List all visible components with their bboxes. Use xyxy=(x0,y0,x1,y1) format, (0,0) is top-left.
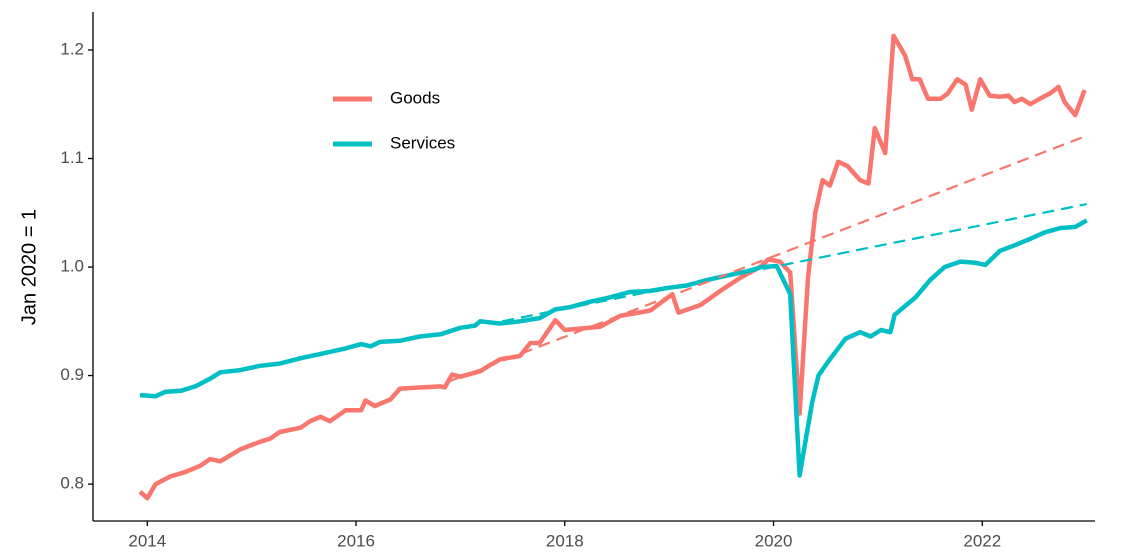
x-tick-label: 2014 xyxy=(128,531,166,550)
x-tick-label: 2020 xyxy=(755,531,793,550)
y-tick-label: 1.2 xyxy=(60,39,84,58)
x-tick-label: 2022 xyxy=(963,531,1001,550)
legend-label: Goods xyxy=(390,88,440,107)
y-tick-label: 0.9 xyxy=(60,365,84,384)
y-tick-label: 1.0 xyxy=(60,257,84,276)
y-tick-label: 1.1 xyxy=(60,148,84,167)
x-tick-label: 2016 xyxy=(337,531,375,550)
series-line xyxy=(139,218,1088,478)
series-line xyxy=(138,33,1087,501)
y-axis-label: Jan 2020 = 1 xyxy=(18,209,40,325)
legend-label: Services xyxy=(390,133,455,152)
y-tick-label: 0.8 xyxy=(60,474,84,493)
x-tick-label: 2018 xyxy=(546,531,584,550)
trend-line xyxy=(501,203,1087,323)
